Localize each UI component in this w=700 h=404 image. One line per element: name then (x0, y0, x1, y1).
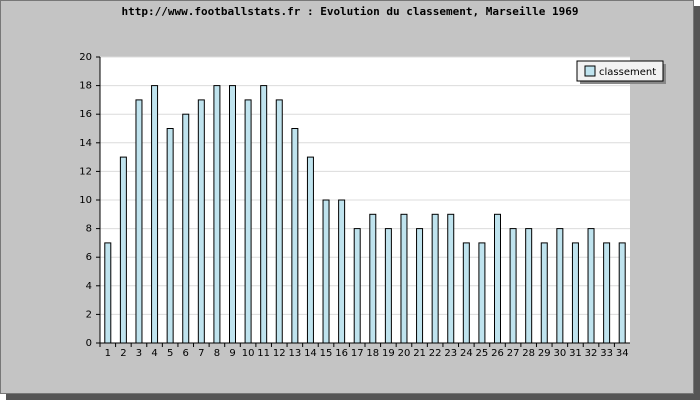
x-tick-label: 7 (198, 348, 204, 359)
x-tick-label: 27 (507, 348, 520, 359)
bar (322, 199, 330, 344)
x-tick-label: 14 (304, 348, 317, 359)
x-tick-label: 1 (105, 348, 111, 359)
x-tick-label: 13 (288, 348, 301, 359)
bar (618, 242, 626, 344)
bar (229, 85, 236, 344)
bar (571, 242, 579, 344)
bar (587, 228, 595, 344)
bar (135, 99, 143, 344)
bar (540, 242, 548, 344)
x-tick-label: 11 (257, 348, 270, 359)
x-tick-label: 21 (413, 348, 426, 359)
y-tick-label: 20 (79, 52, 92, 63)
bar (478, 242, 486, 344)
chart-title: http://www.footballstats.fr : Evolution … (122, 5, 579, 18)
bar (338, 199, 346, 344)
y-tick-label: 2 (86, 309, 92, 320)
bar (291, 128, 299, 344)
bar (166, 128, 174, 344)
x-tick-label: 9 (229, 348, 235, 359)
bar (182, 113, 190, 344)
x-tick-label: 10 (242, 348, 255, 359)
bar (151, 85, 159, 344)
bar (509, 228, 517, 344)
x-tick-label: 34 (616, 348, 629, 359)
x-tick-label: 4 (151, 348, 157, 359)
bar (603, 242, 611, 344)
legend-swatch (584, 65, 596, 77)
y-tick-label: 10 (79, 195, 92, 206)
bar (416, 228, 424, 344)
bar (275, 99, 283, 344)
bar (353, 228, 361, 344)
bar (244, 99, 252, 344)
x-tick-label: 18 (366, 348, 379, 359)
x-tick-label: 20 (398, 348, 411, 359)
x-tick-label: 28 (522, 348, 535, 359)
bar (197, 99, 205, 344)
bar (525, 228, 533, 344)
bar (447, 213, 455, 344)
y-tick-label: 6 (86, 252, 92, 263)
y-tick-label: 0 (86, 338, 92, 349)
x-tick-label: 29 (538, 348, 551, 359)
x-tick-label: 6 (183, 348, 189, 359)
x-tick-label: 15 (320, 348, 333, 359)
legend-label: classement (599, 67, 656, 78)
bar (306, 156, 314, 344)
x-tick-label: 25 (476, 348, 489, 359)
bar (213, 85, 221, 344)
x-tick-label: 8 (214, 348, 220, 359)
x-tick-label: 22 (429, 348, 442, 359)
bar (384, 228, 392, 344)
bar (556, 228, 564, 344)
bar (369, 213, 377, 344)
x-tick-label: 19 (382, 348, 395, 359)
bar (119, 156, 127, 344)
x-tick-label: 2 (120, 348, 126, 359)
x-tick-label: 24 (460, 348, 473, 359)
bar (431, 213, 439, 344)
x-tick-label: 26 (491, 348, 504, 359)
x-tick-label: 23 (444, 348, 457, 359)
x-tick-label: 31 (569, 348, 582, 359)
x-tick-label: 16 (335, 348, 348, 359)
x-tick-label: 30 (553, 348, 566, 359)
y-tick-label: 4 (86, 281, 92, 292)
y-tick-label: 14 (79, 138, 92, 149)
legend (576, 60, 664, 82)
y-tick-label: 18 (79, 81, 92, 92)
x-tick-label: 5 (167, 348, 173, 359)
x-tick-label: 12 (273, 348, 286, 359)
x-tick-label: 32 (585, 348, 598, 359)
bar (462, 242, 470, 344)
x-tick-label: 17 (351, 348, 364, 359)
bar (400, 213, 408, 344)
y-tick-label: 8 (86, 224, 92, 235)
x-tick-label: 33 (600, 348, 613, 359)
x-tick-label: 3 (136, 348, 142, 359)
bar (494, 213, 501, 344)
y-tick-label: 16 (79, 109, 92, 120)
bar (104, 242, 112, 344)
y-tick-label: 12 (79, 166, 92, 177)
bar (260, 85, 268, 344)
